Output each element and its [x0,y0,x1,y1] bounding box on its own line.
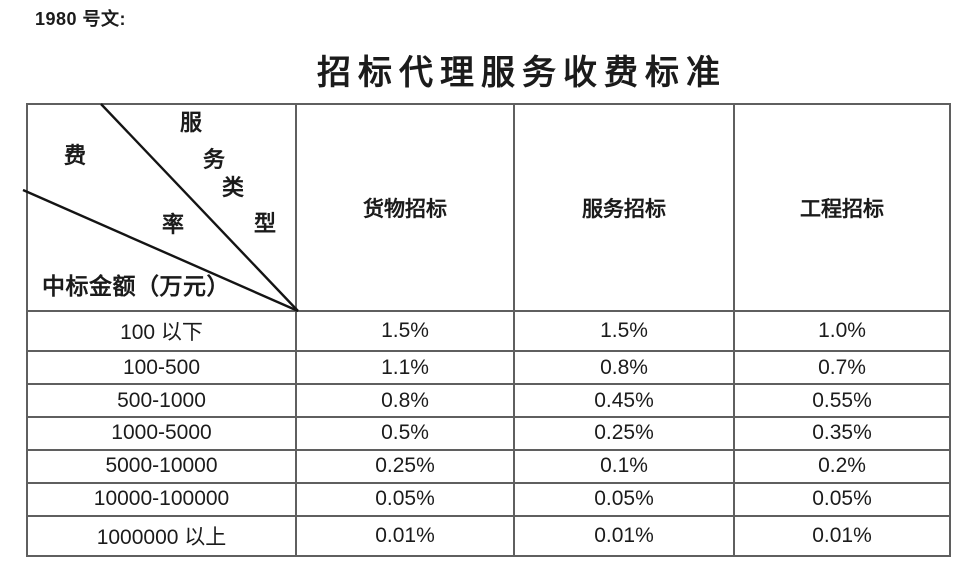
table-row: 1000-5000 0.5% 0.25% 0.35% [26,416,951,451]
amount-cell: 1000-5000 [26,416,297,451]
table-row: 5000-10000 0.25% 0.1% 0.2% [26,448,951,484]
rate-cell: 1.1% [295,350,515,386]
amount-cell: 10000-100000 [26,481,297,517]
rate-cell: 0.05% [513,481,735,517]
rate-cell: 1.5% [295,309,515,353]
rate-cell: 0.01% [513,514,735,558]
table-row: 1000000 以上 0.01% 0.01% 0.01% [26,514,951,558]
amount-cell: 5000-10000 [26,448,297,484]
corner-amount-axis-label: 中标金额（万元） [42,274,230,299]
rate-cell: 0.25% [295,448,515,484]
corner-rate-char: 费 [64,143,87,168]
table-row: 10000-100000 0.05% 0.05% 0.05% [26,481,951,517]
table-row: 100 以下 1.5% 1.5% 1.0% [26,309,951,353]
rate-cell: 0.1% [513,448,735,484]
rate-cell: 1.5% [513,309,735,353]
rate-cell: 0.01% [733,514,951,558]
rate-cell: 0.35% [733,416,951,451]
amount-cell: 100-500 [26,350,297,386]
column-header-services: 服务招标 [513,103,735,312]
doc-ref: 1980 号文: [35,9,127,29]
amount-cell: 100 以下 [26,309,297,353]
rate-cell: 0.8% [295,383,515,419]
amount-cell: 500-1000 [26,383,297,419]
corner-rate-char: 率 [162,212,185,237]
table-row: 500-1000 0.8% 0.45% 0.55% [26,383,951,419]
rate-cell: 1.0% [733,309,951,353]
corner-service-type-char: 服 [180,110,203,135]
corner-service-type-char: 型 [254,211,277,236]
corner-service-type-char: 务 [203,147,226,172]
rate-cell: 0.05% [733,481,951,517]
rate-cell: 0.5% [295,416,515,451]
column-header-engineering: 工程招标 [733,103,951,312]
fee-standard-table: 服 务 类 型 费 率 中标金额（万元） 货物招标 服务招标 工程招标 100 … [22,103,951,558]
rate-cell: 0.7% [733,350,951,386]
corner-service-type-char: 类 [222,175,245,200]
rate-cell: 0.01% [295,514,515,558]
table-corner-cell: 服 务 类 型 费 率 中标金额（万元） [22,103,299,313]
amount-cell: 1000000 以上 [26,514,297,558]
page-title: 招标代理服务收费标准 [317,55,727,92]
rate-cell: 0.45% [513,383,735,419]
column-header-goods: 货物招标 [295,103,515,312]
rate-cell: 0.25% [513,416,735,451]
table-header-row: 服 务 类 型 费 率 中标金额（万元） 货物招标 服务招标 工程招标 [22,103,951,313]
rate-cell: 0.05% [295,481,515,517]
rate-cell: 0.2% [733,448,951,484]
table-row: 100-500 1.1% 0.8% 0.7% [26,350,951,386]
rate-cell: 0.55% [733,383,951,419]
rate-cell: 0.8% [513,350,735,386]
